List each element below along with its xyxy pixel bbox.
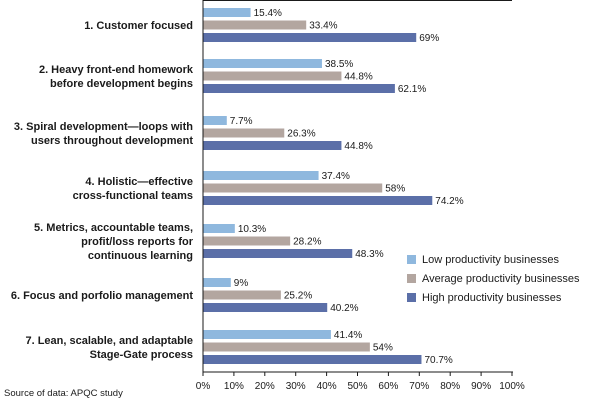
value-label: 38.5%: [325, 59, 353, 70]
value-label: 48.3%: [355, 249, 383, 260]
bar: [203, 8, 251, 17]
category-label: 5. Metrics, accountable teams,: [34, 222, 193, 234]
bar: [203, 59, 322, 68]
value-label: 41.4%: [334, 330, 362, 341]
category-label: 1. Customer focused: [84, 20, 193, 32]
bar: [203, 71, 342, 81]
category-label: continuous learning: [88, 250, 193, 262]
legend-swatch: [407, 274, 416, 283]
category-labels: 1. Customer focused 2. Heavy front-end ho…: [11, 20, 194, 361]
value-labels: 15.4% 33.4% 69% 38.5% 44.8% 62.1% 7.7% 26.3% 44.…: [230, 8, 464, 366]
legend-label: High productivity businesses: [422, 292, 562, 304]
legend-label: Low productivity businesses: [422, 254, 559, 266]
value-label: 44.8%: [344, 72, 372, 83]
value-label: 37.4%: [322, 171, 350, 182]
category-label: 7. Lean, scalable, and adaptable: [25, 335, 193, 347]
category-label: 4. Holistic—effective: [85, 176, 193, 188]
x-tick-label: 80%: [440, 381, 460, 392]
bar: [203, 303, 328, 312]
value-label: 69%: [419, 33, 439, 44]
bar: [203, 116, 227, 125]
bar: [203, 278, 231, 287]
bar: [203, 196, 433, 205]
value-label: 44.8%: [344, 141, 372, 152]
x-tick-label: 60%: [378, 381, 398, 392]
value-label: 62.1%: [398, 84, 426, 95]
x-axis-ticks: 0% 10% 20% 30% 40% 50% 60% 70% 80% 90% 100%: [196, 372, 525, 392]
value-label: 74.2%: [435, 196, 463, 207]
value-label: 7.7%: [230, 116, 253, 127]
legend-swatch: [407, 255, 416, 264]
value-label: 70.7%: [424, 355, 452, 366]
legend-swatch: [407, 293, 416, 302]
source-note: Source of data: APQC study: [4, 388, 123, 399]
category-label: before development begins: [50, 78, 193, 90]
x-tick-label: 70%: [409, 381, 429, 392]
x-tick-label: 90%: [471, 381, 491, 392]
value-label: 10.3%: [238, 224, 266, 235]
bars: [203, 8, 433, 364]
bar: [203, 330, 331, 339]
category-label: cross-functional teams: [73, 190, 193, 202]
bar: [203, 84, 395, 93]
bar: [203, 236, 291, 246]
value-label: 26.3%: [287, 129, 315, 140]
value-label: 9%: [234, 278, 249, 289]
legend-label: Average productivity businesses: [422, 273, 580, 285]
value-label: 15.4%: [254, 8, 282, 19]
category-label: users throughout development: [31, 135, 193, 147]
bar: [203, 141, 342, 150]
category-label: 2. Heavy front-end homework: [39, 64, 194, 76]
bar: [203, 20, 307, 30]
bar: [203, 224, 235, 233]
category-label: 6. Focus and porfolio management: [11, 290, 193, 302]
x-tick-label: 0%: [196, 381, 211, 392]
bar: [203, 290, 281, 300]
category-label: profit/loss reports for: [81, 236, 194, 248]
value-label: 25.2%: [284, 291, 312, 302]
legend: Low productivity businesses Average produ…: [407, 254, 580, 304]
value-label: 28.2%: [293, 237, 321, 248]
category-label: Stage-Gate process: [90, 349, 193, 361]
bar: [203, 128, 285, 138]
bar: [203, 249, 353, 258]
category-label: 3. Spiral development—loops with: [14, 121, 193, 133]
value-label: 54%: [373, 343, 393, 354]
value-label: 58%: [385, 184, 405, 195]
bar: [203, 355, 422, 364]
x-tick-label: 20%: [255, 381, 275, 392]
value-label: 40.2%: [330, 303, 358, 314]
x-tick-label: 100%: [499, 381, 525, 392]
bar: [203, 33, 417, 42]
bar: [203, 171, 319, 180]
bar: [203, 342, 370, 352]
x-tick-label: 10%: [224, 381, 244, 392]
bar: [203, 183, 383, 193]
x-tick-label: 40%: [317, 381, 337, 392]
x-tick-label: 30%: [286, 381, 306, 392]
x-tick-label: 50%: [347, 381, 367, 392]
value-label: 33.4%: [309, 21, 337, 32]
